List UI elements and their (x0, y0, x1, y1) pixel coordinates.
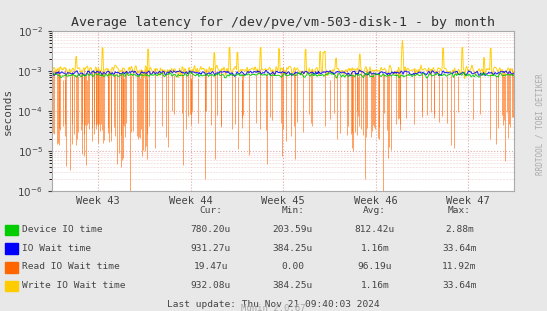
Text: Avg:: Avg: (363, 206, 386, 215)
Text: 0.00: 0.00 (281, 262, 304, 271)
Text: 19.47u: 19.47u (193, 262, 228, 271)
Text: 33.64m: 33.64m (442, 281, 477, 290)
Text: Last update: Thu Nov 21 09:40:03 2024: Last update: Thu Nov 21 09:40:03 2024 (167, 300, 380, 309)
Text: IO Wait time: IO Wait time (22, 244, 91, 253)
Text: 2.88m: 2.88m (445, 225, 474, 234)
Text: Write IO Wait time: Write IO Wait time (22, 281, 125, 290)
Text: 932.08u: 932.08u (190, 281, 231, 290)
Text: 1.16m: 1.16m (360, 281, 389, 290)
Text: Max:: Max: (448, 206, 471, 215)
Text: 11.92m: 11.92m (442, 262, 477, 271)
Text: RRDTOOL / TOBI OETIKER: RRDTOOL / TOBI OETIKER (536, 73, 544, 175)
Text: Read IO Wait time: Read IO Wait time (22, 262, 120, 271)
Text: Munin 2.0.67: Munin 2.0.67 (241, 304, 306, 311)
Text: 1.16m: 1.16m (360, 244, 389, 253)
Text: Device IO time: Device IO time (22, 225, 102, 234)
Text: 384.25u: 384.25u (272, 281, 313, 290)
Text: 780.20u: 780.20u (190, 225, 231, 234)
Text: Cur:: Cur: (199, 206, 222, 215)
Text: Min:: Min: (281, 206, 304, 215)
Y-axis label: seconds: seconds (3, 88, 13, 135)
Text: 384.25u: 384.25u (272, 244, 313, 253)
Text: 96.19u: 96.19u (357, 262, 392, 271)
Text: 931.27u: 931.27u (190, 244, 231, 253)
Title: Average latency for /dev/pve/vm-503-disk-1 - by month: Average latency for /dev/pve/vm-503-disk… (71, 16, 495, 29)
Text: 812.42u: 812.42u (354, 225, 395, 234)
Text: 33.64m: 33.64m (442, 244, 477, 253)
Text: 203.59u: 203.59u (272, 225, 313, 234)
